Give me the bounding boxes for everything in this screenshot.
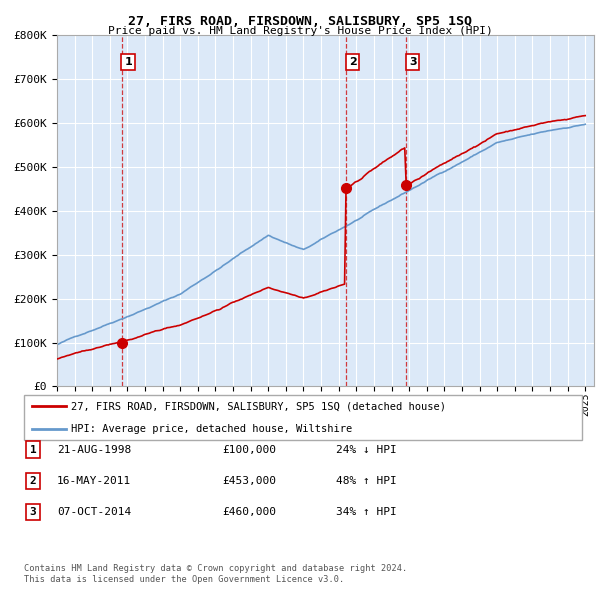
- Text: 2: 2: [29, 476, 37, 486]
- Text: This data is licensed under the Open Government Licence v3.0.: This data is licensed under the Open Gov…: [24, 575, 344, 584]
- Text: 1: 1: [29, 445, 37, 454]
- Text: £453,000: £453,000: [222, 476, 276, 486]
- FancyBboxPatch shape: [24, 395, 582, 440]
- Text: 24% ↓ HPI: 24% ↓ HPI: [336, 445, 397, 454]
- Text: 21-AUG-1998: 21-AUG-1998: [57, 445, 131, 454]
- Text: 2: 2: [349, 57, 356, 67]
- Text: £100,000: £100,000: [222, 445, 276, 454]
- Text: £460,000: £460,000: [222, 507, 276, 517]
- Text: 16-MAY-2011: 16-MAY-2011: [57, 476, 131, 486]
- Text: 3: 3: [409, 57, 416, 67]
- Text: 3: 3: [29, 507, 37, 517]
- Text: 27, FIRS ROAD, FIRSDOWN, SALISBURY, SP5 1SQ: 27, FIRS ROAD, FIRSDOWN, SALISBURY, SP5 …: [128, 15, 472, 28]
- Text: 1: 1: [124, 57, 132, 67]
- Text: HPI: Average price, detached house, Wiltshire: HPI: Average price, detached house, Wilt…: [71, 424, 353, 434]
- Text: Price paid vs. HM Land Registry's House Price Index (HPI): Price paid vs. HM Land Registry's House …: [107, 26, 493, 36]
- Text: 48% ↑ HPI: 48% ↑ HPI: [336, 476, 397, 486]
- Text: 27, FIRS ROAD, FIRSDOWN, SALISBURY, SP5 1SQ (detached house): 27, FIRS ROAD, FIRSDOWN, SALISBURY, SP5 …: [71, 401, 446, 411]
- Text: 34% ↑ HPI: 34% ↑ HPI: [336, 507, 397, 517]
- Text: Contains HM Land Registry data © Crown copyright and database right 2024.: Contains HM Land Registry data © Crown c…: [24, 565, 407, 573]
- Text: 07-OCT-2014: 07-OCT-2014: [57, 507, 131, 517]
